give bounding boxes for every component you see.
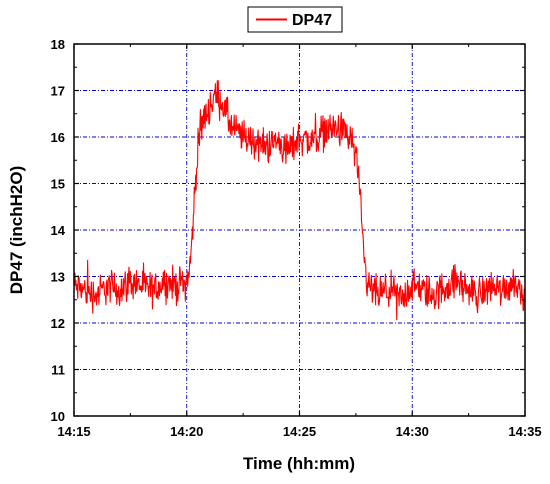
x-tick-label: 14:20 — [170, 424, 203, 439]
y-tick-label: 13 — [51, 270, 65, 285]
x-tick-label: 14:15 — [57, 424, 90, 439]
x-axis-title: Time (hh:mm) — [243, 454, 355, 473]
series-line-dp47 — [74, 80, 525, 321]
y-tick-label: 17 — [51, 84, 65, 99]
y-tick-label: 10 — [51, 409, 65, 424]
y-tick-label: 16 — [51, 130, 65, 145]
x-axis: 14:15 14:20 14:25 14:30 14:35 — [57, 44, 542, 439]
series-layer — [74, 80, 525, 321]
y-tick-label: 15 — [51, 177, 65, 192]
y-tick-label: 18 — [51, 37, 65, 52]
x-tick-label: 14:30 — [396, 424, 429, 439]
legend: DP47 — [247, 6, 343, 33]
legend-label-dp47: DP47 — [292, 12, 332, 29]
y-tick-label: 12 — [51, 316, 65, 331]
y-tick-label: 11 — [51, 363, 65, 378]
y-axis: 10 11 12 13 14 15 16 17 18 — [51, 37, 525, 424]
x-tick-label: 14:25 — [283, 424, 316, 439]
y-axis-title: DP47 (inchH2O) — [7, 166, 26, 294]
y-tick-label: 14 — [51, 223, 66, 238]
x-tick-label: 14:35 — [508, 424, 541, 439]
